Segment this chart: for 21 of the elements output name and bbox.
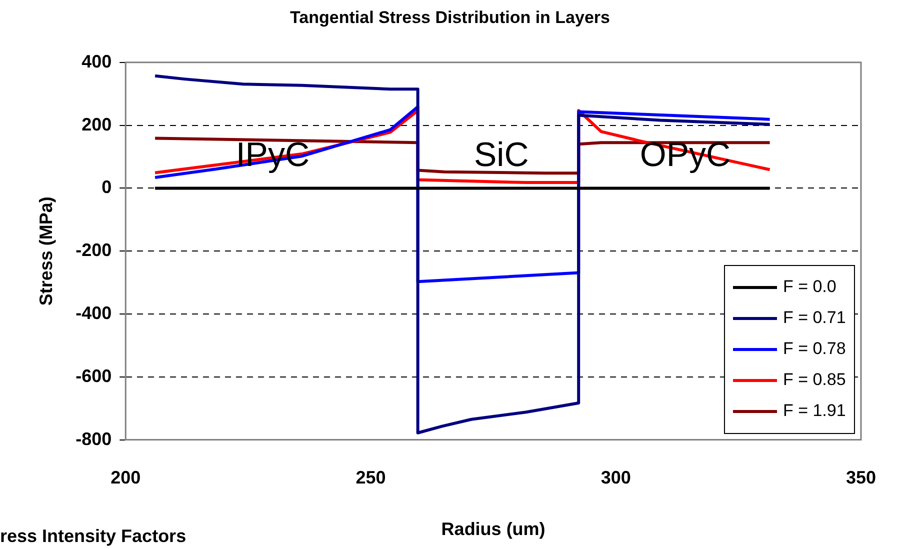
- legend-label: F = 0.78: [782, 339, 846, 360]
- x-tick-label: 300: [600, 468, 631, 488]
- legend-label: F = 0.71: [782, 308, 846, 328]
- y-tick-label: -400: [76, 302, 112, 323]
- y-tick-label: 200: [82, 114, 112, 134]
- y-tick-label: -600: [76, 366, 112, 386]
- x-axis-title: Radius (um): [441, 519, 546, 540]
- x-tick-label: 200: [110, 468, 141, 488]
- legend-label: F = 0.85: [782, 370, 846, 390]
- y-tick-label: -800: [76, 428, 112, 449]
- y-tick-label: 400: [82, 51, 112, 72]
- x-tick-label: 350: [846, 468, 876, 488]
- y-tick-label: -200: [76, 240, 112, 260]
- text: ress Intensity Factors: [0, 526, 186, 547]
- annotation: SiC: [474, 136, 529, 174]
- chart-title: Tangential Stress Distribution in Layers: [290, 8, 610, 27]
- legend-label: F = 0.0: [782, 277, 836, 298]
- y-tick-label: 0: [102, 177, 112, 198]
- x-tick-label: 250: [356, 468, 386, 488]
- legend-label: F = 1.91: [782, 401, 846, 422]
- y-axis-title: Stress (MPa): [36, 196, 56, 306]
